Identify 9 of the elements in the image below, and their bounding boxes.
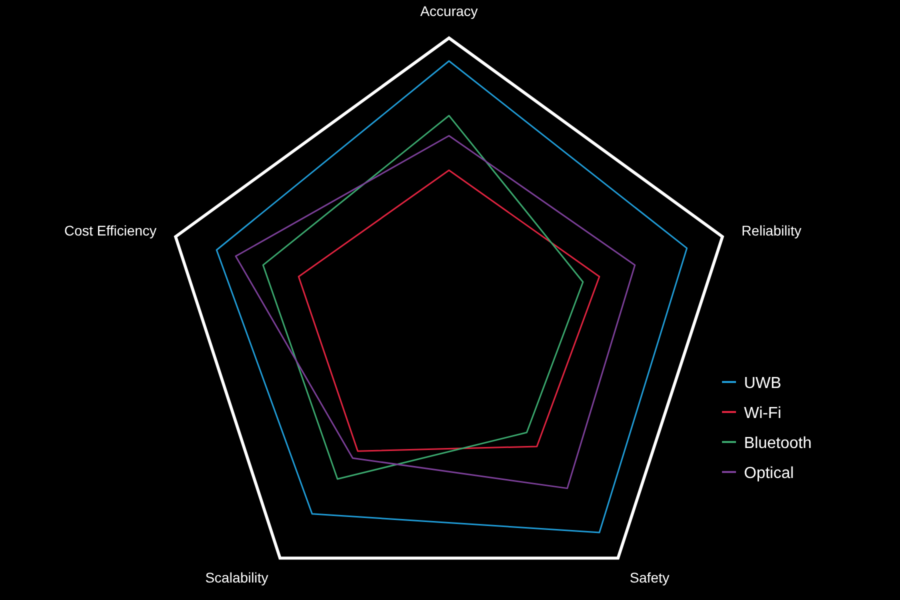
legend-label: Wi-Fi <box>744 405 782 422</box>
spoke-label: Accuracy <box>420 3 478 19</box>
spoke-label: Cost Efficiency <box>64 222 157 238</box>
spoke-label: Safety <box>630 569 670 586</box>
legend-label: Optical <box>744 465 794 482</box>
spoke-label: Reliability <box>741 222 802 238</box>
legend-label: UWB <box>744 375 782 392</box>
legend-label: Bluetooth <box>744 435 812 452</box>
spoke-label: Scalability <box>205 569 268 586</box>
